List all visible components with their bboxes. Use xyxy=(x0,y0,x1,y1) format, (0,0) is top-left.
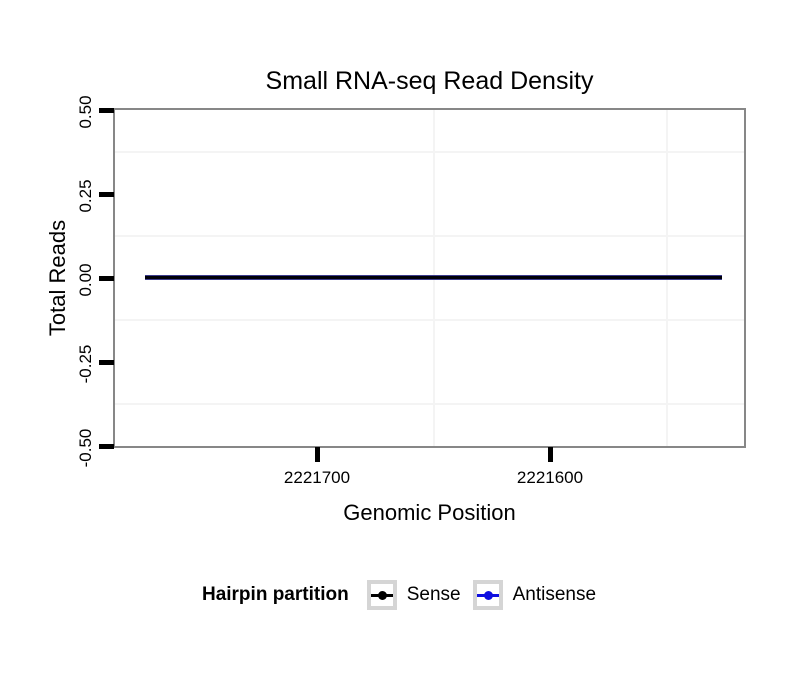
legend-title: Hairpin partition xyxy=(201,584,349,605)
x-tick-mark xyxy=(548,447,553,462)
minor-gridline-h xyxy=(115,235,744,237)
legend: Hairpin partition Sense Antisense xyxy=(0,577,810,613)
y-tick-mark xyxy=(99,360,114,365)
y-tick-label: -0.50 xyxy=(76,428,95,468)
y-axis-title: Total Reads xyxy=(45,219,70,337)
y-tick-label: -0.25 xyxy=(76,344,95,384)
y-tick-label: 0.50 xyxy=(76,95,95,129)
legend-label-antisense: Antisense xyxy=(512,584,597,605)
antisense-legend-key xyxy=(472,580,503,610)
y-tick-mark xyxy=(99,444,114,449)
minor-gridline-h xyxy=(115,151,744,153)
sense-point-icon xyxy=(377,591,387,600)
plot-title: Small RNA-seq Read Density xyxy=(265,67,594,95)
x-tick-mark xyxy=(315,447,320,462)
minor-gridline-h xyxy=(115,403,744,405)
sense-legend-key xyxy=(366,580,397,610)
x-tick-label: 2221700 xyxy=(283,468,351,487)
y-tick-label: 0.25 xyxy=(76,179,95,213)
antisense-point-icon xyxy=(483,591,493,600)
sense-read-line xyxy=(145,276,722,279)
legend-label-sense: Sense xyxy=(406,584,461,605)
minor-gridline-h xyxy=(115,319,744,321)
y-tick-mark xyxy=(99,108,114,113)
y-tick-label: 0.00 xyxy=(76,263,95,297)
x-tick-label: 2221600 xyxy=(516,468,584,487)
y-tick-mark xyxy=(99,192,114,197)
plot-panel xyxy=(113,108,746,448)
y-tick-mark xyxy=(99,276,114,281)
x-axis-title: Genomic Position xyxy=(343,500,516,525)
